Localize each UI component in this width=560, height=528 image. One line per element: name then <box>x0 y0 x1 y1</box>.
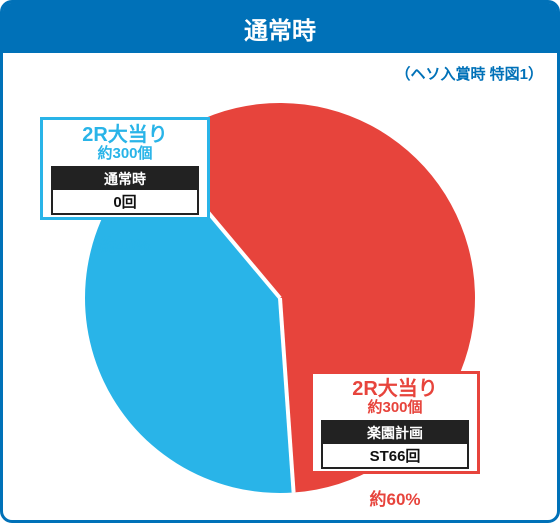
chart-area: 2R大当り 約300個 通常時 0回 約40% 2R大当り 約300個 楽園計画… <box>3 73 557 523</box>
callout-blue: 2R大当り 約300個 通常時 0回 <box>40 117 210 220</box>
callout-red: 2R大当り 約300個 楽園計画 ST66回 <box>310 371 480 474</box>
callout-red-count: 約300個 <box>319 400 471 417</box>
callout-blue-count: 約300個 <box>49 146 201 163</box>
chart-header: 通常時 <box>3 3 557 53</box>
chart-frame: 通常時 （ヘソ入賞時 特図1） 2R大当り 約300個 通常時 0回 約40% … <box>0 0 560 523</box>
callout-red-modebox: 楽園計画 ST66回 <box>321 420 469 469</box>
callout-red-pct: 約60% <box>310 485 480 510</box>
callout-blue-mode: 通常時 <box>53 168 197 190</box>
callout-blue-times: 0回 <box>53 190 197 213</box>
chart-title: 通常時 <box>244 11 316 46</box>
callout-blue-hit: 2R大当り <box>49 124 201 146</box>
callout-red-times: ST66回 <box>323 444 467 467</box>
callout-red-hit: 2R大当り <box>319 378 471 400</box>
callout-blue-modebox: 通常時 0回 <box>51 166 199 215</box>
callout-blue-pct: 約40% <box>40 231 210 256</box>
callout-red-mode: 楽園計画 <box>323 422 467 444</box>
